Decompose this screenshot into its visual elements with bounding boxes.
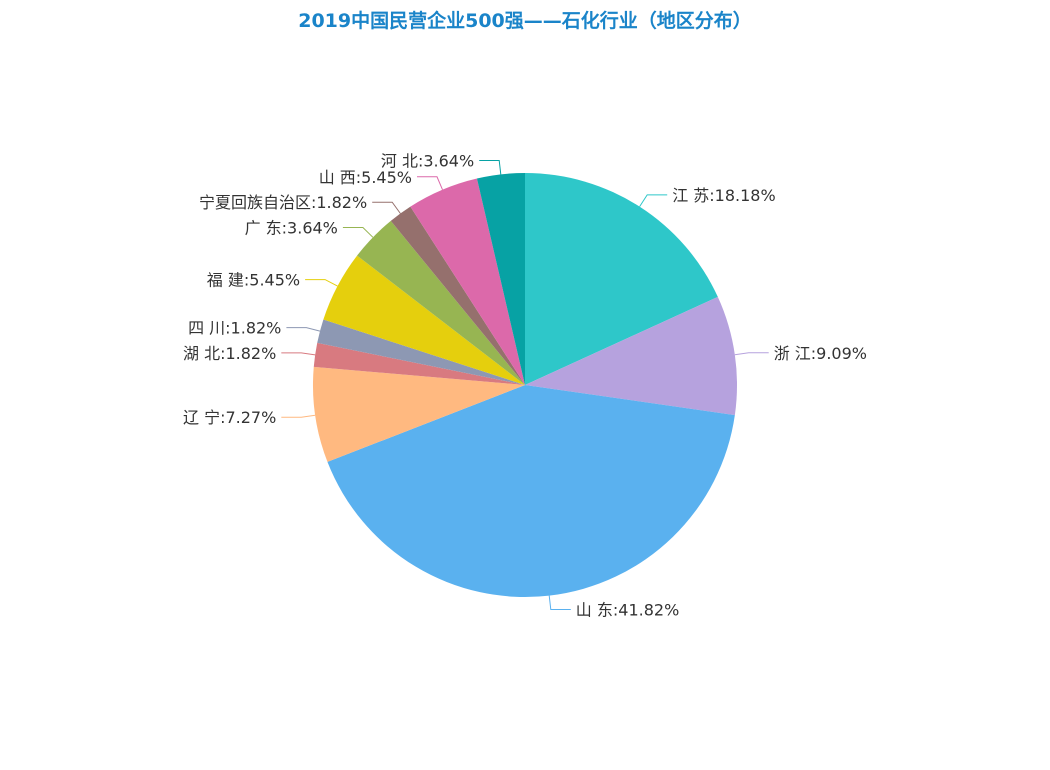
slice-label: 江 苏:18.18% bbox=[672, 186, 776, 205]
leader-line bbox=[639, 194, 668, 207]
pie-slice[interactable] bbox=[476, 173, 525, 385]
leader-line bbox=[281, 352, 316, 356]
leader-line bbox=[548, 595, 571, 610]
pie-slice[interactable] bbox=[317, 319, 525, 385]
slice-label: 宁夏回族自治区:1.82% bbox=[199, 193, 367, 212]
leader-line bbox=[734, 352, 769, 356]
chart-title: 2019中国民营企业500强——石化行业（地区分布） bbox=[298, 10, 752, 32]
pie-slice[interactable] bbox=[323, 255, 525, 385]
leader-line bbox=[417, 176, 443, 190]
leader-line bbox=[342, 227, 374, 238]
pie-slices bbox=[312, 173, 738, 598]
slice-label: 广 东:3.64% bbox=[245, 219, 338, 238]
pie-slice[interactable] bbox=[313, 342, 525, 385]
pie-slice[interactable] bbox=[525, 296, 738, 416]
slice-label: 湖 北:1.82% bbox=[183, 344, 276, 363]
pie-labels: 江 苏:18.18% 浙 江:9.09% 山 东:41.82% 辽 宁:7.27% 湖 … bbox=[183, 152, 867, 620]
pie-slice[interactable] bbox=[390, 206, 525, 385]
slice-label: 山 东:41.82% bbox=[576, 601, 680, 620]
leader-line bbox=[372, 201, 401, 214]
leader-line bbox=[479, 160, 502, 175]
pie-slice[interactable] bbox=[312, 366, 525, 462]
leader-line bbox=[286, 327, 321, 332]
slice-label: 福 建:5.45% bbox=[207, 271, 300, 290]
slice-label: 辽 宁:7.27% bbox=[183, 408, 276, 427]
slice-label: 浙 江:9.09% bbox=[774, 344, 867, 363]
pie-slice[interactable] bbox=[357, 220, 525, 385]
pie-slice[interactable] bbox=[525, 173, 718, 385]
pie-leader-lines bbox=[281, 160, 769, 610]
pie-slice[interactable] bbox=[410, 178, 525, 385]
leader-line bbox=[305, 279, 338, 287]
slice-label: 四 川:1.82% bbox=[188, 319, 281, 338]
leader-line bbox=[281, 414, 316, 418]
slice-label: 河 北:3.64% bbox=[381, 152, 474, 171]
slice-label: 山 西:5.45% bbox=[319, 168, 412, 187]
pie-slice[interactable] bbox=[327, 385, 735, 598]
